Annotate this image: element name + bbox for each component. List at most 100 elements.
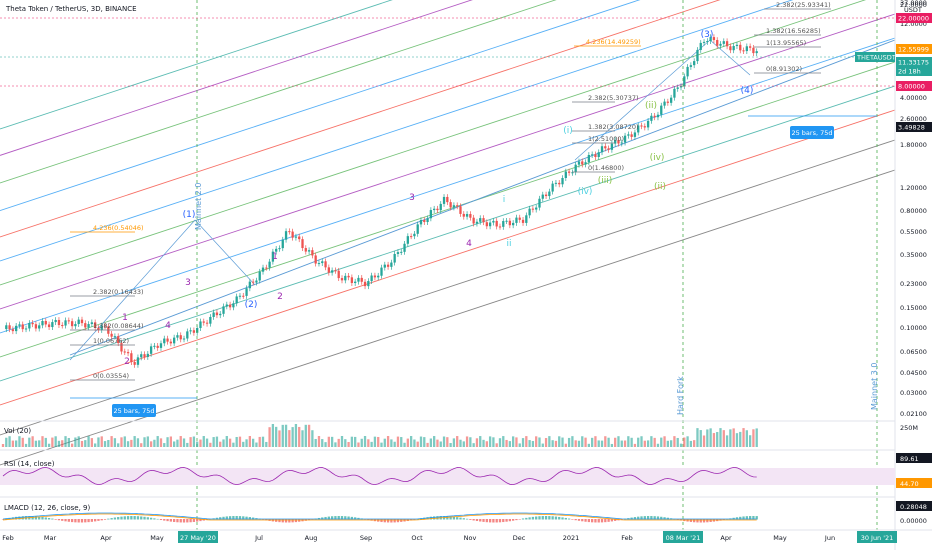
macd-hist-bar xyxy=(94,519,97,522)
macd-hist-bar xyxy=(531,516,535,520)
candle-body xyxy=(663,101,666,106)
volume-bar xyxy=(452,438,456,447)
macd-hist-bar xyxy=(182,519,186,523)
macd-hist-bar xyxy=(367,519,370,521)
candle-body xyxy=(136,357,140,365)
wave-label: 2 xyxy=(124,357,130,367)
macd-hist-bar xyxy=(637,516,640,520)
wave-label: (ii) xyxy=(645,101,657,111)
volume-bar xyxy=(199,439,202,447)
price-tag-label: 2d 18h xyxy=(898,68,921,76)
volume-bar xyxy=(462,441,465,447)
y-tick-label: 12.0000 xyxy=(900,20,927,28)
macd-hist-bar xyxy=(479,519,482,522)
candle-body xyxy=(117,336,120,344)
volume-bar xyxy=(706,429,709,447)
candle-body xyxy=(607,148,610,150)
macd-hist-bar xyxy=(488,519,492,523)
candle-body xyxy=(357,277,360,282)
y-tick-label: 0.55000 xyxy=(900,228,927,236)
candle-body xyxy=(590,154,594,156)
price-tag xyxy=(896,57,932,67)
wave-label: (iv) xyxy=(578,187,593,197)
fib-level-label: 0(0.03554) xyxy=(93,372,129,380)
candle-body xyxy=(373,275,377,278)
macd-hist-bar xyxy=(561,517,564,520)
wave-label: ii xyxy=(506,239,511,249)
volume-bar xyxy=(643,440,646,447)
volume-bar xyxy=(748,435,752,447)
wave-label: 4 xyxy=(165,321,171,331)
macd-hist-bar xyxy=(459,517,462,520)
volume-bar xyxy=(61,440,64,447)
candle-body xyxy=(528,208,531,216)
candle-body xyxy=(531,208,535,210)
x-tick-label: 30 Jun '21 xyxy=(861,534,894,542)
volume-bar xyxy=(535,436,538,447)
macd-hist-bar xyxy=(495,519,498,523)
volume-bar xyxy=(31,436,34,447)
candle-body xyxy=(739,44,742,51)
volume-bar xyxy=(34,440,38,447)
macd-hist-bar xyxy=(610,519,614,522)
fib-level-label: 1(2.51000) xyxy=(588,135,624,143)
volume-bar xyxy=(693,440,696,447)
wave-label: 3 xyxy=(409,193,415,203)
macd-hist-bar xyxy=(350,516,354,520)
candle-body xyxy=(712,37,716,41)
volume-bar xyxy=(64,436,67,447)
volume-bar xyxy=(169,436,173,447)
macd-hist-bar xyxy=(196,519,199,522)
macd-hist-bar xyxy=(18,516,21,520)
candle-body xyxy=(123,351,126,353)
volume-bar xyxy=(439,441,442,447)
pitchfork-line xyxy=(0,37,896,334)
volume-bar xyxy=(159,438,163,447)
candle-body xyxy=(156,345,159,348)
x-tick-label: Jul xyxy=(254,534,263,542)
candle-body xyxy=(679,86,683,88)
macd-hist-bar xyxy=(140,516,143,520)
volume-bar xyxy=(357,442,360,447)
volume-bar xyxy=(551,440,554,447)
candle-body xyxy=(67,320,70,322)
volume-bar xyxy=(153,439,156,447)
macd-hist-bar xyxy=(380,519,383,523)
volume-label: Vol (20) xyxy=(4,427,31,435)
volume-bar xyxy=(370,441,373,447)
candle-body xyxy=(574,164,577,173)
volume-bar xyxy=(456,436,459,447)
volume-bar xyxy=(446,437,449,447)
volume-bar xyxy=(544,438,548,447)
macd-hist-bar xyxy=(574,519,577,521)
macd-hist-bar xyxy=(225,516,228,520)
macd-hist-bar xyxy=(57,519,61,521)
candle-body xyxy=(97,327,100,330)
volume-bar xyxy=(90,438,94,447)
macd-hist-bar xyxy=(660,516,663,520)
volume-bar xyxy=(722,430,725,447)
macd-hist-bar xyxy=(1,519,5,520)
date-tag xyxy=(857,531,897,543)
candle-body xyxy=(163,338,166,344)
rsi-tag xyxy=(896,453,932,463)
candle-body xyxy=(449,202,452,208)
macd-hist-bar xyxy=(186,519,189,523)
volume-bar xyxy=(518,443,521,447)
volume-bar xyxy=(340,436,344,447)
wave-label: (i) xyxy=(563,126,573,136)
volume-bar xyxy=(469,437,472,447)
fib-level-label: 4.236(0.54046) xyxy=(93,224,144,232)
macd-hist-bar xyxy=(604,519,607,523)
candle-body xyxy=(70,321,74,327)
macd-hist-bar xyxy=(146,517,149,520)
candle-body xyxy=(347,275,350,278)
x-tick-label: Oct xyxy=(411,534,423,542)
candle-body xyxy=(643,126,646,128)
candle-body xyxy=(683,76,686,87)
candle-body xyxy=(587,154,591,163)
volume-bar xyxy=(344,439,347,447)
wave-label: (4) xyxy=(741,86,754,96)
